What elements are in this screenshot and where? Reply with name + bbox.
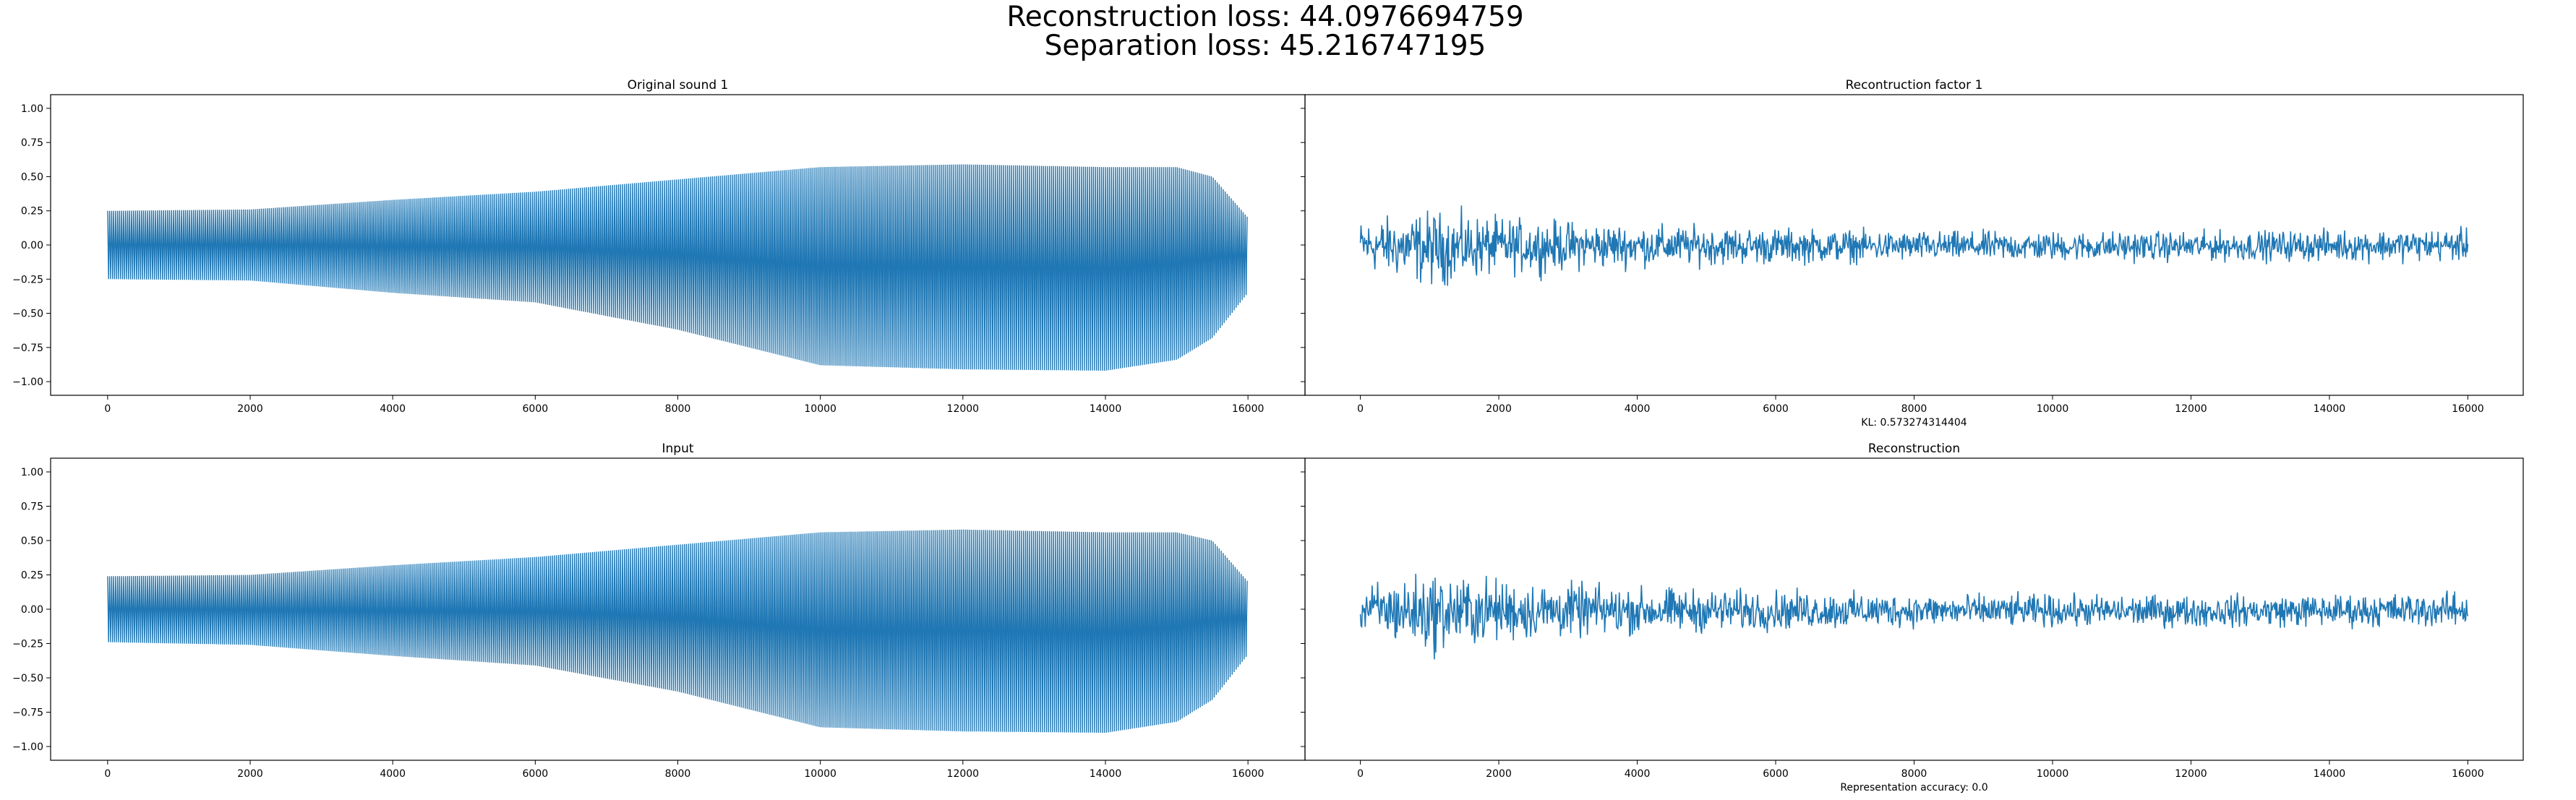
y-tick-label: 1.00 <box>21 467 43 478</box>
x-tick-label: 8000 <box>1901 768 1927 780</box>
waveform-line <box>1359 205 2469 286</box>
x-tick-label: 16000 <box>1232 768 1265 780</box>
x-tick-label: 14000 <box>2314 403 2346 415</box>
y-tick-label: −1.00 <box>12 377 43 388</box>
x-tick-label: 2000 <box>1486 403 1512 415</box>
suptitle-line-1: Reconstruction loss: 44.0976694759 <box>1006 1 1523 33</box>
subplot-title: Input <box>662 442 693 456</box>
x-tick-label: 10000 <box>804 403 836 415</box>
y-tick-label: 1.00 <box>21 103 43 115</box>
y-tick-label: 0.75 <box>21 137 43 149</box>
x-tick-label: 8000 <box>665 403 691 415</box>
x-tick-label: 16000 <box>1232 403 1265 415</box>
x-tick-label: 14000 <box>2314 768 2346 780</box>
y-tick-label: −0.25 <box>12 639 43 650</box>
y-tick-label: 0.25 <box>21 570 43 582</box>
subplot-title: Recontruction factor 1 <box>1846 78 1983 93</box>
x-tick-label: 14000 <box>1090 768 1122 780</box>
subplot-2: Recontruction factor 1 0 2000 4000 6000 8000 1… <box>1301 78 2524 429</box>
x-tick-label: 6000 <box>523 768 549 780</box>
x-tick-label: 0 <box>1357 403 1364 415</box>
y-tick-label: 0.50 <box>21 536 43 547</box>
waveform-line <box>107 164 1248 371</box>
x-tick-label: 14000 <box>1090 403 1122 415</box>
x-tick-label: 0 <box>104 768 111 780</box>
x-tick-label: 10000 <box>2037 768 2069 780</box>
y-tick-label: 0.75 <box>21 502 43 513</box>
y-tick-label: −0.50 <box>12 673 43 684</box>
y-tick-label: −0.75 <box>12 707 43 719</box>
subplot-title: Original sound 1 <box>628 78 729 93</box>
y-tick-label: 0.00 <box>21 604 43 616</box>
subplot-4: Reconstruction 0 2000 4000 6000 8000 10000 1200… <box>1301 442 2524 793</box>
x-tick-label: 4000 <box>1625 403 1651 415</box>
x-tick-label: 2000 <box>237 768 263 780</box>
y-tick-label: −0.50 <box>12 309 43 320</box>
x-tick-label: 0 <box>104 403 111 415</box>
y-tick-label: 0.50 <box>21 171 43 183</box>
waveform-line <box>107 529 1248 734</box>
axes-layer: Original sound 1 0 2000 4000 6000 8000 10000 12… <box>12 78 2524 793</box>
x-axis-label: Representation accuracy: 0.0 <box>1840 782 1987 793</box>
x-tick-label: 12000 <box>947 403 980 415</box>
y-tick-label: 0.00 <box>21 240 43 251</box>
y-tick-label: 0.25 <box>21 206 43 218</box>
x-tick-label: 6000 <box>1763 403 1789 415</box>
waveform-line <box>1359 573 2469 660</box>
x-tick-label: 4000 <box>1625 768 1651 780</box>
x-tick-label: 2000 <box>1486 768 1512 780</box>
x-tick-label: 10000 <box>2037 403 2069 415</box>
subplot-title: Reconstruction <box>1868 442 1960 456</box>
x-tick-label: 4000 <box>380 768 406 780</box>
suptitle-line-2: Separation loss: 45.216747195 <box>1045 30 1486 62</box>
x-tick-label: 4000 <box>380 403 406 415</box>
x-tick-label: 6000 <box>523 403 549 415</box>
x-tick-label: 0 <box>1357 768 1364 780</box>
y-tick-label: −0.75 <box>12 343 43 354</box>
x-tick-label: 6000 <box>1763 768 1789 780</box>
x-tick-label: 10000 <box>804 768 836 780</box>
x-tick-label: 12000 <box>947 768 980 780</box>
x-tick-label: 8000 <box>665 768 691 780</box>
x-tick-label: 8000 <box>1901 403 1927 415</box>
x-tick-label: 2000 <box>237 403 263 415</box>
x-axis-label: KL: 0.573274314404 <box>1861 417 1967 429</box>
y-tick-label: −1.00 <box>12 741 43 753</box>
x-tick-label: 16000 <box>2452 768 2484 780</box>
x-tick-label: 12000 <box>2175 768 2207 780</box>
subplot-3: Input 0 2000 4000 6000 8000 10000 12000 14000 160… <box>12 442 1306 780</box>
x-tick-label: 16000 <box>2452 403 2484 415</box>
x-tick-label: 12000 <box>2175 403 2207 415</box>
y-tick-label: −0.25 <box>12 274 43 285</box>
subplot-1: Original sound 1 0 2000 4000 6000 8000 10000 12… <box>12 78 1306 415</box>
